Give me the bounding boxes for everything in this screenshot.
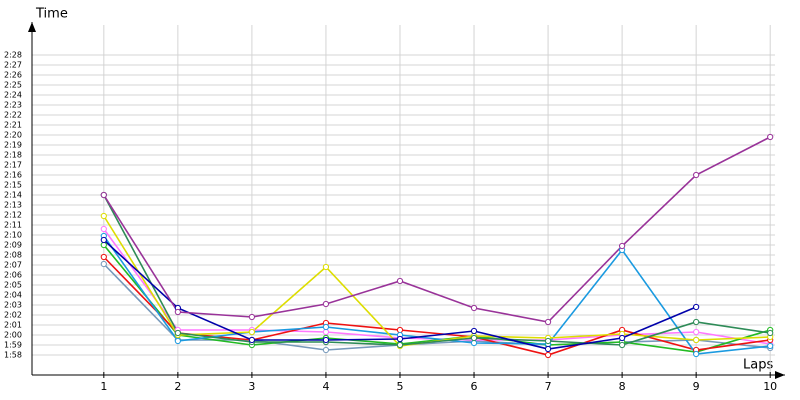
x-tick-label: 5 — [396, 380, 403, 393]
point — [322, 346, 330, 354]
point — [322, 336, 330, 344]
x-tick-label: 8 — [619, 380, 626, 393]
y-tick-label: 2:13 — [4, 201, 22, 210]
point — [396, 277, 404, 285]
point — [544, 318, 552, 326]
x-tick-label: 9 — [693, 380, 700, 393]
series-line — [103, 228, 771, 345]
y-tick-label: 2:05 — [4, 281, 22, 290]
point — [322, 263, 330, 271]
point — [619, 242, 626, 250]
point — [693, 350, 700, 358]
y-tick-label: 2:17 — [4, 161, 22, 170]
point — [100, 191, 107, 199]
y-tick-label: 2:19 — [4, 141, 22, 150]
point — [396, 326, 404, 334]
point — [396, 341, 404, 349]
point — [322, 323, 330, 331]
y-tick-label: 2:18 — [4, 151, 22, 160]
y-tick-label: 1:59 — [4, 341, 22, 350]
y-tick-label: 2:06 — [4, 271, 22, 280]
point — [174, 337, 181, 345]
point — [248, 336, 256, 344]
series-line — [103, 194, 771, 346]
y-tick-label: 2:01 — [4, 321, 22, 330]
point — [100, 241, 107, 249]
point — [470, 334, 478, 342]
x-axis-arrow — [775, 371, 785, 379]
y-tick-label: 2:08 — [4, 251, 22, 260]
x-tick-label: 6 — [471, 380, 478, 393]
y-tick-label: 2:23 — [4, 101, 22, 110]
y-tick-label: 2:14 — [4, 191, 22, 200]
point — [544, 345, 552, 353]
point — [322, 328, 330, 336]
point — [470, 327, 478, 335]
y-tick-label: 2:00 — [4, 331, 22, 340]
point — [248, 328, 256, 336]
y-tick-label: 2:12 — [4, 211, 22, 220]
y-tick-label: 2:16 — [4, 171, 22, 180]
point — [100, 212, 107, 220]
y-tick-label: 2:20 — [4, 131, 22, 140]
y-tick-label: 2:22 — [4, 111, 22, 120]
point — [693, 318, 700, 326]
x-tick-label: 4 — [322, 380, 329, 393]
point — [248, 313, 256, 321]
point — [470, 304, 478, 312]
point — [544, 351, 552, 359]
point — [767, 133, 774, 141]
point — [767, 329, 774, 337]
point — [100, 236, 107, 244]
y-tick-label: 2:03 — [4, 301, 22, 310]
y-tick-label: 2:28 — [4, 51, 22, 60]
point — [100, 260, 107, 268]
point — [100, 225, 107, 233]
y-tick-label: 2:09 — [4, 241, 22, 250]
series-line — [103, 136, 771, 323]
y-tick-label: 2:27 — [4, 61, 22, 70]
x-tick-label: 3 — [248, 380, 255, 393]
point — [544, 337, 552, 345]
y-tick-label: 2:04 — [4, 291, 22, 300]
point — [693, 171, 700, 179]
point — [470, 339, 478, 347]
series-line — [103, 235, 771, 355]
y-tick-label: 2:26 — [4, 71, 22, 80]
y-tick-label: 1:58 — [4, 351, 22, 360]
point — [619, 334, 626, 342]
point — [767, 342, 774, 350]
y-tick-label: 2:25 — [4, 81, 22, 90]
x-tick-label: 1 — [100, 380, 107, 393]
point — [174, 308, 181, 316]
point — [174, 329, 181, 337]
y-tick-label: 2:24 — [4, 91, 22, 100]
x-tick-label: 7 — [545, 380, 552, 393]
y-tick-label: 2:10 — [4, 231, 22, 240]
point — [619, 341, 626, 349]
point — [693, 328, 700, 336]
y-tick-label: 2:11 — [4, 221, 22, 230]
point — [396, 335, 404, 343]
y-tick-label: 2:02 — [4, 311, 22, 320]
point — [322, 300, 330, 308]
point — [693, 303, 700, 311]
y-axis-arrow — [28, 22, 36, 32]
point — [693, 336, 700, 344]
point — [100, 253, 107, 261]
series-line — [103, 244, 771, 353]
y-tick-label: 2:21 — [4, 121, 22, 130]
x-axis-title: Laps — [743, 358, 773, 373]
y-axis-title: Time — [35, 7, 68, 22]
y-tick-label: 2:07 — [4, 261, 22, 270]
x-tick-label: 2 — [174, 380, 181, 393]
x-tick-label: 10 — [763, 380, 777, 393]
y-tick-label: 2:15 — [4, 181, 22, 190]
